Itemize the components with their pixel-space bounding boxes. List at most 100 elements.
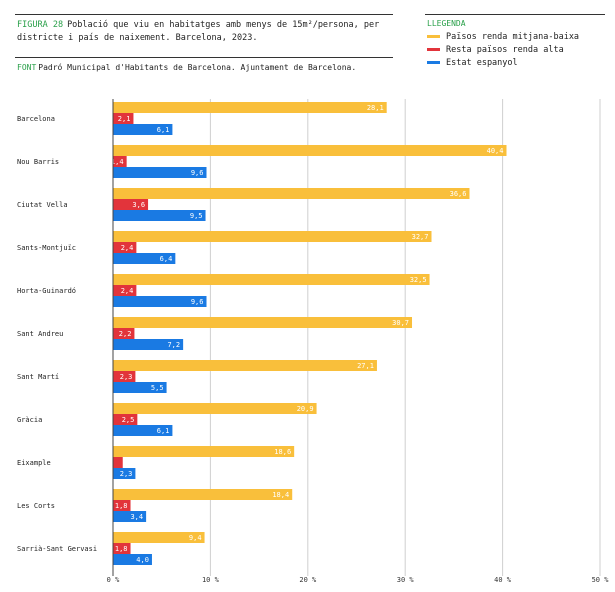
- bar: [113, 231, 432, 242]
- bar: [113, 274, 430, 285]
- x-tick-label: 40 %: [494, 576, 512, 584]
- title-top-rule: [15, 14, 393, 15]
- figure-label: FIGURA 28: [17, 20, 64, 30]
- data-label: 2,1: [118, 115, 131, 123]
- legend-label-mitjana-baixa: Països renda mitjana-baixa: [446, 31, 580, 42]
- bar: [113, 403, 317, 414]
- category-label: Horta-Guinardó: [17, 287, 76, 295]
- data-label: 36,6: [450, 190, 467, 198]
- bar: [113, 489, 293, 500]
- legend-item-mitjana-baixa: Països renda mitjana-baixa: [427, 30, 607, 43]
- bar: [113, 156, 127, 167]
- x-tick-label: 0 %: [107, 576, 120, 584]
- data-label: 6,4: [160, 255, 173, 263]
- bar: [113, 360, 377, 371]
- data-label: 28,1: [367, 104, 384, 112]
- bar: [113, 532, 205, 543]
- bar: [113, 317, 413, 328]
- legend: LLEGENDA Països renda mitjana-baixa Rest…: [427, 19, 607, 69]
- bar: [113, 339, 184, 350]
- bar: [113, 242, 137, 253]
- data-label: 2,5: [122, 416, 135, 424]
- x-tick-label: 30 %: [397, 576, 415, 584]
- bar: [113, 285, 137, 296]
- data-label: 40,4: [487, 147, 504, 155]
- data-label: 9,6: [191, 298, 204, 306]
- bar: [113, 145, 507, 156]
- figure-header: FIGURA 28 Població que viu en habitatges …: [15, 14, 605, 80]
- bar: [113, 511, 147, 522]
- category-label: Sant Andreu: [17, 330, 63, 338]
- legend-item-renda-alta: Resta països renda alta: [427, 43, 607, 56]
- data-label: 18,6: [274, 448, 291, 456]
- bar: [113, 414, 138, 425]
- category-label: Sarrià-Sant Gervasi: [17, 545, 97, 553]
- data-label: 32,7: [412, 233, 429, 241]
- bar: [113, 328, 135, 339]
- category-label: Les Corts: [17, 502, 55, 510]
- x-tick-label: 10 %: [202, 576, 220, 584]
- figure-title: FIGURA 28 Població que viu en habitatges …: [17, 19, 397, 45]
- bar: [113, 113, 134, 124]
- bar: [113, 500, 131, 511]
- data-label: 30,7: [392, 319, 409, 327]
- data-label: 3,4: [130, 513, 143, 521]
- data-label: 1,8: [115, 545, 128, 553]
- data-label: 32,5: [410, 276, 427, 284]
- data-label: 9,4: [189, 534, 202, 542]
- bar: [113, 199, 149, 210]
- category-label: Gràcia: [17, 416, 42, 424]
- bar: [113, 425, 173, 436]
- data-label: 18,4: [272, 491, 289, 499]
- data-label: 2,4: [121, 287, 134, 295]
- data-label: 1,8: [115, 502, 128, 510]
- figure-title-text: Població que viu en habitatges amb menys…: [17, 20, 380, 43]
- data-label: 2,2: [119, 330, 132, 338]
- data-label: 27,1: [357, 362, 374, 370]
- figure-source: FONT Padró Municipal d'Habitants de Barce…: [17, 63, 356, 72]
- source-text: Padró Municipal d'Habitants de Barcelona…: [38, 63, 357, 72]
- legend-label-estat-espanyol: Estat espanyol: [446, 57, 518, 68]
- legend-item-estat-espanyol: Estat espanyol: [427, 56, 607, 69]
- data-label: 2,4: [121, 244, 134, 252]
- data-label: 20,9: [297, 405, 314, 413]
- legend-top-rule: [425, 14, 605, 15]
- bar: [113, 253, 176, 264]
- category-label: Ciutat Vella: [17, 201, 68, 209]
- data-label: 3,6: [132, 201, 145, 209]
- x-tick-label: 50 %: [592, 576, 610, 584]
- data-label: 2,3: [120, 373, 133, 381]
- legend-label-renda-alta: Resta països renda alta: [446, 44, 564, 55]
- bar: [113, 124, 173, 135]
- category-label: Eixample: [17, 459, 51, 467]
- bar: [113, 468, 136, 479]
- title-bottom-rule: [15, 57, 393, 58]
- source-label: FONT: [17, 63, 37, 72]
- data-label: 9,6: [191, 169, 204, 177]
- bar: [113, 371, 136, 382]
- data-label: 2,3: [120, 470, 133, 478]
- bar: [113, 543, 131, 554]
- data-label: 4,0: [136, 556, 149, 564]
- bar: [113, 457, 123, 468]
- category-label: Barcelona: [17, 115, 55, 123]
- bar: [113, 554, 152, 565]
- data-label: 5,5: [151, 384, 164, 392]
- data-label: 6,1: [157, 427, 170, 435]
- bar: [113, 102, 387, 113]
- bar: [113, 167, 207, 178]
- bar: [113, 382, 167, 393]
- bar: [113, 296, 207, 307]
- legend-swatch-estat-espanyol: [427, 61, 440, 64]
- data-label: 6,1: [157, 126, 170, 134]
- data-label: 7,2: [167, 341, 180, 349]
- data-label: 9,5: [190, 212, 203, 220]
- legend-title: LLEGENDA: [427, 19, 466, 28]
- legend-swatch-renda-alta: [427, 48, 440, 51]
- category-label: Sant Martí: [17, 373, 59, 381]
- bar: [113, 188, 470, 199]
- bar: [113, 446, 295, 457]
- x-tick-label: 20 %: [299, 576, 317, 584]
- bar: [113, 210, 206, 221]
